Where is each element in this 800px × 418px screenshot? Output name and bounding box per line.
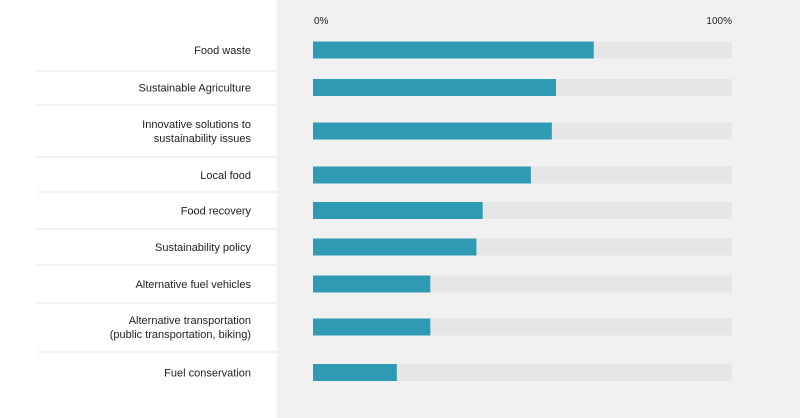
category-label-line: Sustainability policy xyxy=(155,242,251,254)
category-label-line: Innovative solutions to xyxy=(142,119,251,131)
bar-row: Innovative solutions to sustainability is… xyxy=(142,119,732,145)
bar-row: Alternative fuel vehicles xyxy=(135,275,732,293)
bar xyxy=(313,238,477,256)
category-label: Sustainable Agriculture xyxy=(138,83,251,95)
category-label: Local food xyxy=(200,170,251,182)
bar xyxy=(313,364,397,381)
row-dividers xyxy=(37,70,277,353)
bar xyxy=(313,202,483,219)
category-label-line: Sustainable Agriculture xyxy=(138,83,251,95)
bar-row: Alternative transportation (public transp… xyxy=(110,315,732,341)
bar-row: Fuel conservation xyxy=(164,364,732,381)
bar-track xyxy=(313,364,732,381)
bar xyxy=(313,318,431,336)
category-label-line: Alternative fuel vehicles xyxy=(135,279,251,291)
category-label: Fuel conservation xyxy=(164,368,251,380)
bar xyxy=(313,122,552,140)
x-tick-label-100: 100% xyxy=(706,16,732,27)
x-tick-label-0: 0% xyxy=(314,16,329,27)
category-label: Alternative transportation (public transp… xyxy=(110,315,251,341)
category-label-line: Fuel conservation xyxy=(164,368,251,380)
category-label-line: Food waste xyxy=(194,45,251,57)
bar xyxy=(313,79,557,96)
category-label-line: Local food xyxy=(200,170,251,182)
bar-rows: Food waste Sustainable Agriculture Innovat… xyxy=(110,41,732,381)
bar xyxy=(313,166,531,184)
bar xyxy=(313,41,594,59)
category-label: Sustainability policy xyxy=(155,242,251,254)
category-label: Food recovery xyxy=(181,206,252,218)
category-label: Food waste xyxy=(194,45,251,57)
category-label-line: sustainability issues xyxy=(154,133,252,145)
category-label-line: Food recovery xyxy=(181,206,252,218)
category-label-line: (public transportation, biking) xyxy=(110,329,251,341)
bar-row: Food waste xyxy=(194,41,732,59)
bar-row: Food recovery xyxy=(181,202,732,219)
bar xyxy=(313,275,431,293)
category-label-line: Alternative transportation xyxy=(129,315,251,327)
bar-row: Sustainable Agriculture xyxy=(138,79,732,96)
bar-row: Sustainability policy xyxy=(155,238,732,256)
x-axis-ticks: 0% 100% xyxy=(314,16,732,27)
category-label: Innovative solutions to sustainability is… xyxy=(142,119,251,145)
bar-row: Local food xyxy=(200,166,732,184)
category-label: Alternative fuel vehicles xyxy=(135,279,251,291)
